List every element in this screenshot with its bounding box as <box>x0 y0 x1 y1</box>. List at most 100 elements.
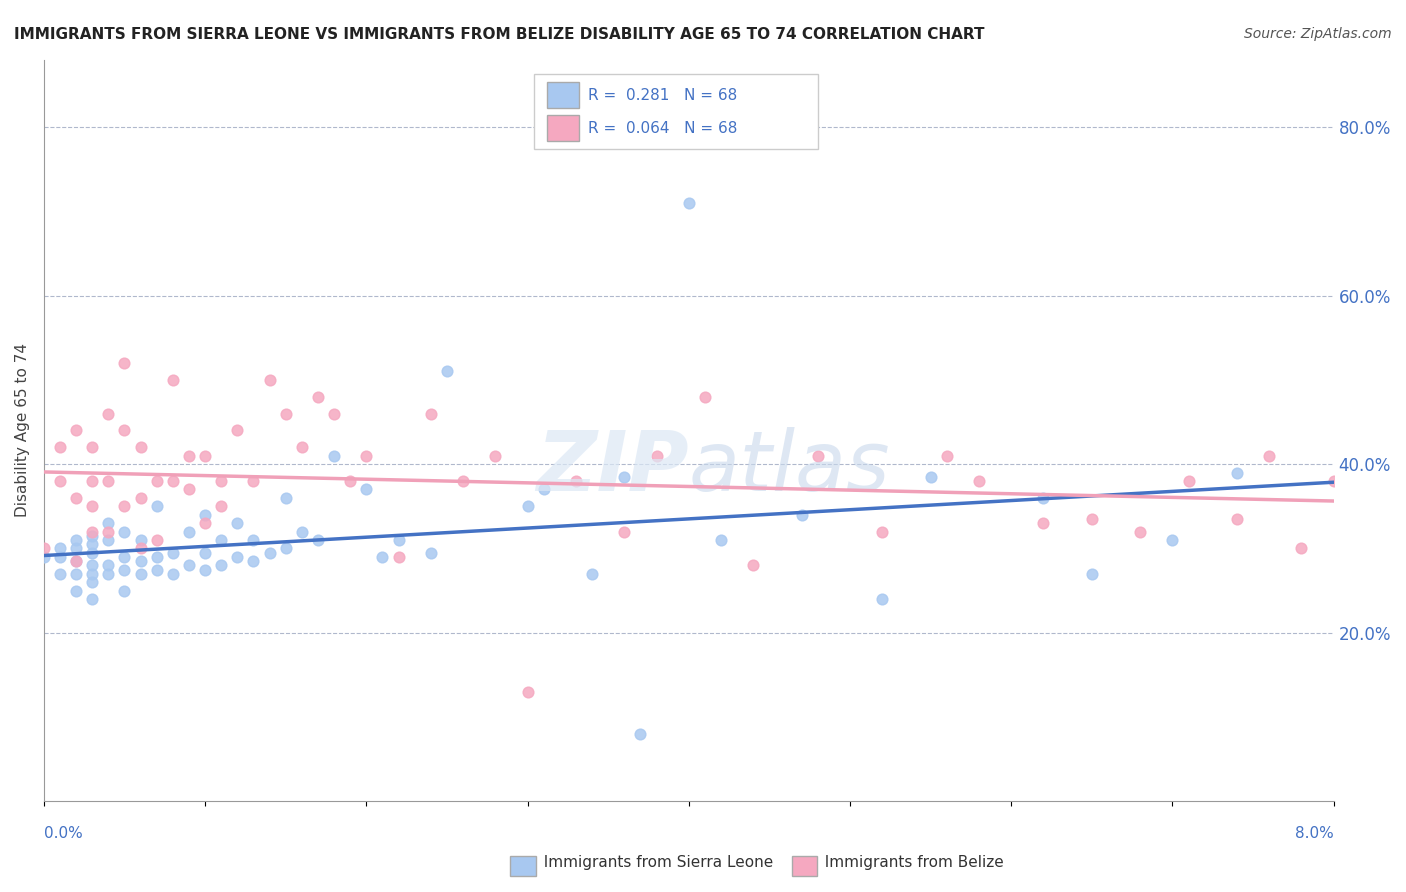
Point <box>194 516 217 531</box>
Point <box>97 533 120 547</box>
Point <box>226 424 249 438</box>
Point <box>209 533 232 547</box>
Point <box>65 566 87 581</box>
Point <box>194 546 217 560</box>
Point <box>371 549 394 564</box>
Point <box>1403 512 1406 526</box>
Point <box>49 541 72 556</box>
Point <box>49 549 72 564</box>
Point <box>114 583 136 598</box>
Point <box>82 474 104 488</box>
Point <box>145 549 167 564</box>
Point <box>356 449 378 463</box>
Point <box>645 449 668 463</box>
Point <box>82 537 104 551</box>
Point <box>451 474 474 488</box>
Point <box>1291 541 1313 556</box>
Point <box>1161 533 1184 547</box>
Point <box>177 449 200 463</box>
Point <box>209 500 232 514</box>
Point <box>613 524 636 539</box>
Point <box>82 575 104 590</box>
Point <box>145 562 167 576</box>
Point <box>920 470 942 484</box>
Point <box>129 566 152 581</box>
Point <box>49 474 72 488</box>
Point <box>65 554 87 568</box>
Point <box>387 533 409 547</box>
FancyBboxPatch shape <box>534 74 818 149</box>
Point <box>114 524 136 539</box>
Point <box>97 566 120 581</box>
Point <box>710 533 733 547</box>
Point <box>242 533 264 547</box>
Point <box>516 500 538 514</box>
Point <box>32 549 55 564</box>
Point <box>177 524 200 539</box>
Point <box>1258 449 1281 463</box>
Text: Immigrants from Belize: Immigrants from Belize <box>815 855 1004 870</box>
Point <box>436 364 458 378</box>
Point <box>226 516 249 531</box>
Point <box>1081 566 1104 581</box>
FancyBboxPatch shape <box>547 82 579 108</box>
Text: R =  0.281   N = 68: R = 0.281 N = 68 <box>588 87 737 103</box>
Point <box>242 474 264 488</box>
Point <box>129 554 152 568</box>
Point <box>114 549 136 564</box>
Y-axis label: Disability Age 65 to 74: Disability Age 65 to 74 <box>15 343 30 517</box>
Point <box>114 500 136 514</box>
Point <box>97 407 120 421</box>
Point <box>742 558 765 573</box>
Point <box>323 407 346 421</box>
Point <box>790 508 813 522</box>
Point <box>209 558 232 573</box>
Point <box>65 583 87 598</box>
Point <box>356 483 378 497</box>
Text: IMMIGRANTS FROM SIERRA LEONE VS IMMIGRANTS FROM BELIZE DISABILITY AGE 65 TO 74 C: IMMIGRANTS FROM SIERRA LEONE VS IMMIGRAN… <box>14 27 984 42</box>
Point <box>82 592 104 607</box>
Point <box>226 549 249 564</box>
Point <box>1226 466 1249 480</box>
Point <box>145 500 167 514</box>
Point <box>339 474 361 488</box>
Point <box>32 541 55 556</box>
Point <box>129 533 152 547</box>
Point <box>177 483 200 497</box>
Point <box>129 541 152 556</box>
Point <box>97 524 120 539</box>
Point <box>162 546 184 560</box>
Point <box>1323 474 1346 488</box>
Point <box>242 554 264 568</box>
Text: ZIP: ZIP <box>536 427 689 508</box>
Point <box>1032 516 1054 531</box>
Point <box>307 390 329 404</box>
FancyBboxPatch shape <box>547 115 579 141</box>
Point <box>114 562 136 576</box>
Point <box>613 470 636 484</box>
Point <box>581 566 603 581</box>
Point <box>565 474 588 488</box>
Point <box>1177 474 1199 488</box>
Point <box>129 440 152 454</box>
Point <box>82 558 104 573</box>
Point <box>49 566 72 581</box>
Point <box>162 566 184 581</box>
Point <box>65 541 87 556</box>
Point <box>1226 512 1249 526</box>
Point <box>291 440 314 454</box>
Text: atlas: atlas <box>689 427 890 508</box>
Point <box>1129 524 1152 539</box>
Text: Immigrants from Sierra Leone: Immigrants from Sierra Leone <box>534 855 773 870</box>
Point <box>274 491 297 505</box>
Point <box>291 524 314 539</box>
Point <box>65 554 87 568</box>
Point <box>274 541 297 556</box>
Point <box>114 424 136 438</box>
Point <box>387 549 409 564</box>
Point <box>1354 449 1376 463</box>
Point <box>162 474 184 488</box>
Point <box>82 529 104 543</box>
Point <box>65 491 87 505</box>
Point <box>259 373 281 387</box>
